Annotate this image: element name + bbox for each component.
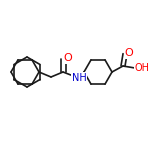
Text: OH: OH [135, 63, 150, 73]
Text: O: O [64, 53, 72, 63]
Text: O: O [125, 48, 133, 58]
Text: NH: NH [72, 73, 86, 83]
